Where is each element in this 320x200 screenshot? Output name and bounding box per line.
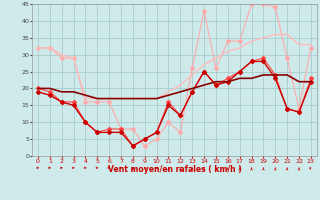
X-axis label: Vent moyen/en rafales ( km/h ): Vent moyen/en rafales ( km/h ) (108, 165, 241, 174)
